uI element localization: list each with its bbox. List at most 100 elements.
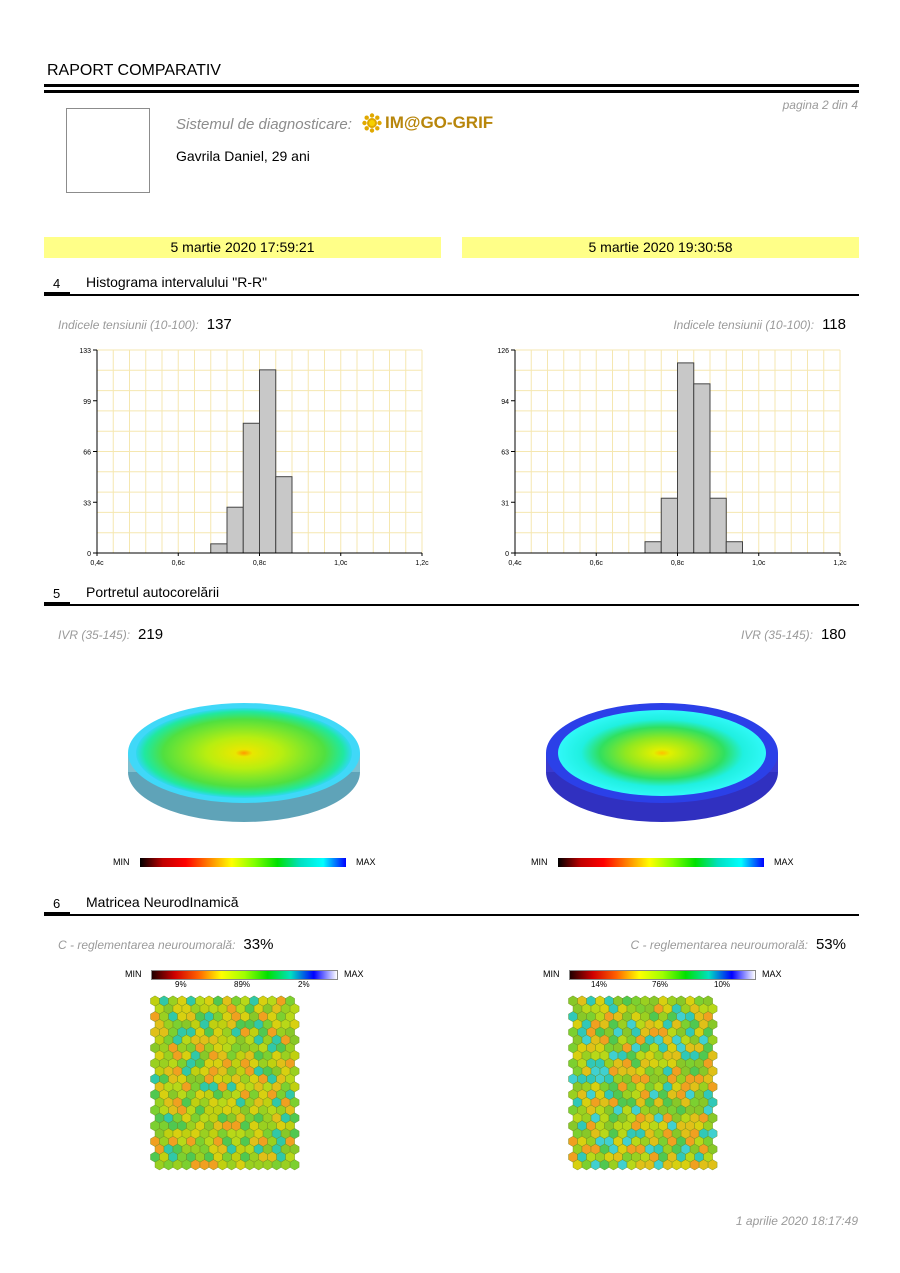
scale-min-label: MIN [543,969,560,979]
section-number: 6 [53,896,61,911]
section-rule [44,294,859,296]
scale-min-label: MIN [531,857,548,867]
scale-max-label: MAX [344,969,364,979]
section-tab [44,292,70,295]
x-tick-label: 0,8c [671,560,685,567]
histogram-bar [725,541,743,554]
section-tab [44,912,70,915]
histogram-bar [226,506,244,554]
metric-label: Indicele tensiunii (10-100): [673,318,815,332]
section-rule [44,914,859,916]
x-tick-label: 0,8c [253,560,267,567]
page-number: pagina 2 din 4 [782,98,858,112]
histogram-bar [275,476,293,554]
y-tick-label: 0 [87,551,91,558]
percent-label: 9% [175,980,187,989]
metric-value: 180 [820,626,846,643]
scale-max-label: MAX [356,857,376,867]
y-tick-label: 133 [79,348,91,355]
system-name: IM@GO-GRIF [385,113,494,132]
percent-label: 10% [714,980,731,989]
patient-photo-frame [66,108,150,193]
x-tick-label: 0,6c [590,560,604,567]
x-tick-label: 1,0c [334,560,348,567]
x-tick-label: 0,6c [172,560,186,567]
section-title: Matricea NeurodInamică [86,894,239,910]
histogram-bar [242,422,260,554]
neurodynamic-matrix-right [568,995,718,1171]
scale-max-label: MAX [762,969,782,979]
tension-index-right: Indicele tensiunii (10-100): 118 [673,316,846,333]
system-logo: IM@GO-GRIF [362,113,493,133]
percent-label: 14% [591,980,608,989]
metric-value: 118 [822,316,846,333]
autocorrelation-disc-left [128,703,360,822]
y-tick-label: 33 [83,500,91,507]
neurohumoral-right: C - reglementarea neuroumorală: 53% [631,936,846,953]
percent-label: 2% [298,980,310,989]
matrix-cell [707,1159,718,1171]
header-rule-bottom [44,90,859,93]
neurodynamic-matrix-left [150,995,300,1171]
session-date-right: 5 martie 2020 19:30:58 [462,237,859,258]
x-tick-label: 1,0c [752,560,766,567]
tension-index-left: Indicele tensiunii (10-100): 137 [58,316,232,333]
metric-value: 219 [138,626,164,643]
section-rule [44,604,859,606]
x-tick-label: 0,4c [508,560,522,567]
y-tick-label: 66 [83,450,91,457]
ivr-right: IVR (35-145): 180 [741,626,846,643]
metric-label: C - reglementarea neuroumorală: [630,938,808,952]
section-title: Histograma intervalului "R-R" [86,274,268,290]
histogram-bar [259,369,277,554]
color-scale-bar [569,970,756,980]
y-tick-label: 31 [501,500,509,507]
section-number: 5 [53,586,61,601]
report-title: RAPORT COMPARATIV [47,62,221,79]
color-scale-bar [140,858,346,867]
scale-min-label: MIN [125,969,142,979]
neurohumoral-left: C - reglementarea neuroumorală: 33% [58,936,273,953]
patient-name: Gavrila Daniel, 29 ani [176,148,310,164]
percent-label: 89% [234,980,251,989]
y-tick-label: 94 [501,399,509,406]
rr-histogram-right: 0 31 63 94 126 0,4c 0,6c 0,8c 1,0c 1,2c [497,348,847,567]
y-tick-label: 126 [497,348,509,355]
section-tab [44,602,70,605]
x-tick-label: 1,2c [415,560,429,567]
metric-label: C - reglementarea neuroumorală: [58,938,236,952]
sun-logo-icon [362,113,382,133]
histogram-bar [677,362,695,554]
y-tick-label: 63 [501,450,509,457]
autocorrelation-disc-right [546,703,778,822]
metric-label: IVR (35-145): [740,628,813,642]
histogram-bar [210,543,228,554]
rr-histogram-left: 0 33 66 99 133 0,4c 0,6c 0,8c 1,0c 1,2c [79,348,429,567]
session-date-left: 5 martie 2020 17:59:21 [44,237,441,258]
section-title: Portretul autocorelării [86,584,220,600]
scale-min-label: MIN [113,857,130,867]
footer-timestamp: 1 aprilie 2020 18:17:49 [735,1214,858,1228]
system-label: Sistemul de diagnosticare: [176,116,352,133]
histogram-bar [709,497,727,554]
matrix-cell [289,1159,300,1171]
y-tick-label: 99 [83,399,91,406]
histogram-bar [660,497,678,554]
percent-label: 76% [652,980,669,989]
header-rule-top [44,84,859,87]
color-scale-bar [558,858,764,867]
ivr-left: IVR (35-145): 219 [58,626,163,643]
histogram-bar [644,541,662,554]
x-tick-label: 0,4c [90,560,104,567]
scale-max-label: MAX [774,857,794,867]
metric-value: 137 [206,316,232,333]
metric-label: Indicele tensiunii (10-100): [58,318,199,332]
metric-value: 53% [815,936,846,953]
histogram-bar [693,383,711,554]
x-tick-label: 1,2c [833,560,847,567]
color-scale-bar [151,970,338,980]
metric-value: 33% [243,936,274,953]
y-tick-label: 0 [505,551,509,558]
section-number: 4 [53,276,61,291]
metric-label: IVR (35-145): [58,628,131,642]
